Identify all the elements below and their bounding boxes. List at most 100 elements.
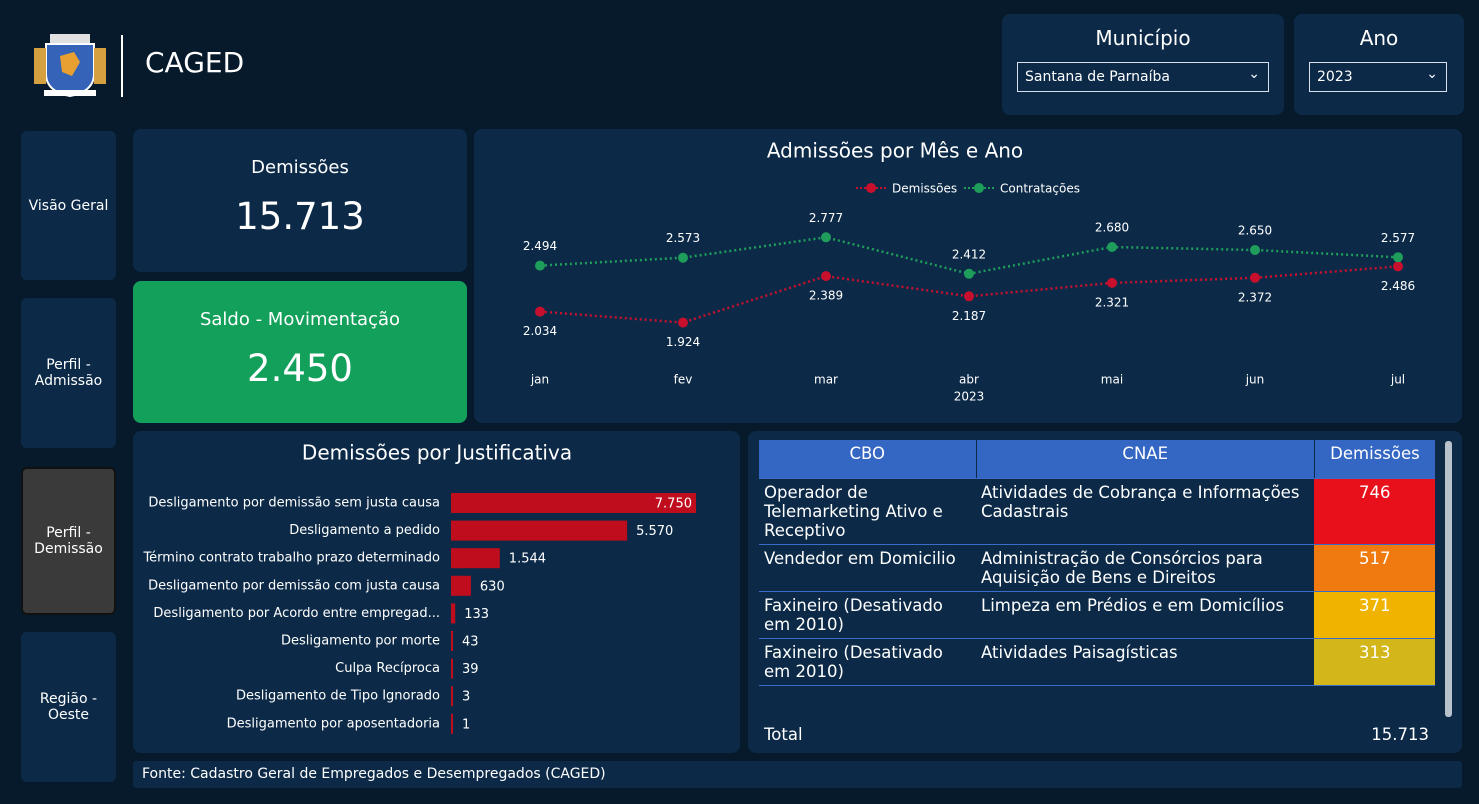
legend-marker xyxy=(974,183,984,193)
kpi-label: Saldo - Movimentação xyxy=(199,309,401,330)
table-viewport: CBO CNAE Demissões Operador de Telemarketin… xyxy=(759,440,1435,719)
bar xyxy=(451,686,453,707)
footer-text: Fonte: Cadastro Geral de Empregados e De… xyxy=(142,766,606,782)
point xyxy=(821,232,831,243)
filter-panel: Município Santana de Parnaíba ⌄ xyxy=(1002,14,1284,115)
data-label: 2.680 xyxy=(1095,221,1129,235)
kpi-card: Demissões 15.713 xyxy=(133,129,467,272)
table-cell: Operador de Telemarketing Ativo e Recept… xyxy=(759,478,977,545)
nav-button[interactable]: Perfil - Demissão xyxy=(21,467,116,615)
x-tick-label: mai xyxy=(1101,373,1123,387)
x-axis-label: 2023 xyxy=(954,390,985,404)
total-label: Total xyxy=(764,725,803,744)
data-label: 39 xyxy=(462,662,479,677)
data-label: 2.650 xyxy=(1238,224,1272,238)
logo xyxy=(34,34,106,98)
point xyxy=(1250,245,1260,255)
bar-chart: Demissões por Justificativa Desligamento … xyxy=(142,441,696,734)
table-cell: Atividades Paisagísticas xyxy=(976,638,1315,686)
table-cell: 517 xyxy=(1314,544,1435,592)
filter-label: Ano xyxy=(1359,26,1399,50)
table-cell: 313 xyxy=(1314,638,1435,686)
y-tick-label: Desligamento por aposentadoria xyxy=(227,716,440,731)
point xyxy=(535,306,545,317)
data-label: 2.494 xyxy=(523,239,557,253)
bar xyxy=(451,603,456,624)
bar xyxy=(451,575,471,596)
kpi-label: Demissões xyxy=(251,157,349,178)
kpi-card: Saldo - Movimentação 2.450 xyxy=(133,281,467,423)
nav-button[interactable]: Visão Geral xyxy=(21,131,116,280)
data-label: 1.924 xyxy=(666,335,700,349)
header-row: CBO CNAE Demissões xyxy=(759,440,1435,479)
x-tick-label: jul xyxy=(1390,373,1405,387)
nav-button[interactable]: Perfil - Admissão xyxy=(21,298,116,448)
table-cell: Faxineiro (Desativado em 2010) xyxy=(759,591,977,639)
point xyxy=(1393,252,1403,263)
point xyxy=(678,317,688,328)
dropdown[interactable]: Santana de Parnaíba ⌄ xyxy=(1017,62,1269,92)
point xyxy=(1107,277,1117,288)
table-cell: 746 xyxy=(1314,478,1435,545)
legend-label: Demissões xyxy=(892,182,957,196)
x-tick-label: mar xyxy=(814,373,838,387)
y-tick-label: Desligamento a pedido xyxy=(289,523,440,538)
y-tick-label: Desligamento por demissão sem justa caus… xyxy=(148,496,440,511)
table-row: Vendedor em Domicilio Administração de Co… xyxy=(759,544,1435,592)
bar xyxy=(451,520,628,541)
scrollbar[interactable] xyxy=(1445,441,1452,717)
table-cell: Faxineiro (Desativado em 2010) xyxy=(759,638,977,686)
kpi-value: 2.450 xyxy=(247,347,353,390)
point xyxy=(964,291,974,302)
data-label: 2.389 xyxy=(809,289,843,303)
line-panel: Admissões por Mês e Ano Demissões 2.034 1.9… xyxy=(474,129,1462,423)
chart-title: Admissões por Mês e Ano xyxy=(767,139,1023,163)
table-cell: Limpeza em Prédios e em Domicílios xyxy=(976,591,1315,639)
line-chart: Admissões por Mês e Ano Demissões 2.034 1.9… xyxy=(523,139,1415,404)
legend-label: Contratações xyxy=(1000,182,1080,196)
data-label: 2.034 xyxy=(523,324,557,338)
bar xyxy=(451,631,453,651)
table-row: Faxineiro (Desativado em 2010) Limpeza em… xyxy=(759,591,1435,639)
y-tick-label: Desligamento por demissão com justa caus… xyxy=(148,578,440,593)
column-header: Demissões xyxy=(1314,440,1435,479)
nav-button[interactable]: Região - Oeste xyxy=(21,632,116,782)
x-tick-label: jan xyxy=(530,373,549,387)
y-tick-label: Culpa Recíproca xyxy=(335,661,440,676)
dropdown[interactable]: 2023 ⌄ xyxy=(1309,62,1447,92)
bar xyxy=(451,548,500,569)
point xyxy=(678,252,688,263)
data-label: 630 xyxy=(480,579,505,594)
data-label: 2.187 xyxy=(952,309,986,323)
dropdown-value: Santana de Parnaíba xyxy=(1025,69,1170,85)
bar xyxy=(451,493,696,513)
footer: Fonte: Cadastro Geral de Empregados e De… xyxy=(133,761,1462,788)
app-title: CAGED xyxy=(145,46,245,79)
data-label: 2.777 xyxy=(809,211,843,225)
y-tick-label: Desligamento por morte xyxy=(281,634,440,649)
data-label: 133 xyxy=(464,607,489,622)
table-panel: CBO CNAE Demissões Operador de Telemarketin… xyxy=(748,431,1462,753)
data-label: 1 xyxy=(462,717,470,732)
data-label: 7.750 xyxy=(655,497,692,512)
chart-title: Demissões por Justificativa xyxy=(302,441,572,465)
table-cell: Atividades de Cobrança e Informações Cad… xyxy=(976,478,1315,545)
x-tick-label: fev xyxy=(674,373,693,387)
data-label: 2.412 xyxy=(952,247,986,261)
table-row: Operador de Telemarketing Ativo e Recept… xyxy=(759,478,1435,545)
data-label: 1.544 xyxy=(509,552,546,567)
x-tick-label: abr xyxy=(959,373,979,387)
data-label: 43 xyxy=(462,635,479,650)
y-tick-label: Desligamento por Acordo entre empregad..… xyxy=(153,606,440,621)
point xyxy=(964,268,974,279)
filter-panel: Ano 2023 ⌄ xyxy=(1294,14,1464,115)
point xyxy=(535,260,545,271)
point xyxy=(1107,242,1117,252)
bar xyxy=(451,713,453,734)
data-label: 2.321 xyxy=(1095,295,1129,309)
total-value: 15.713 xyxy=(1371,725,1429,744)
legend-marker xyxy=(866,183,876,193)
point xyxy=(821,271,831,282)
data-label: 2.372 xyxy=(1238,290,1272,304)
